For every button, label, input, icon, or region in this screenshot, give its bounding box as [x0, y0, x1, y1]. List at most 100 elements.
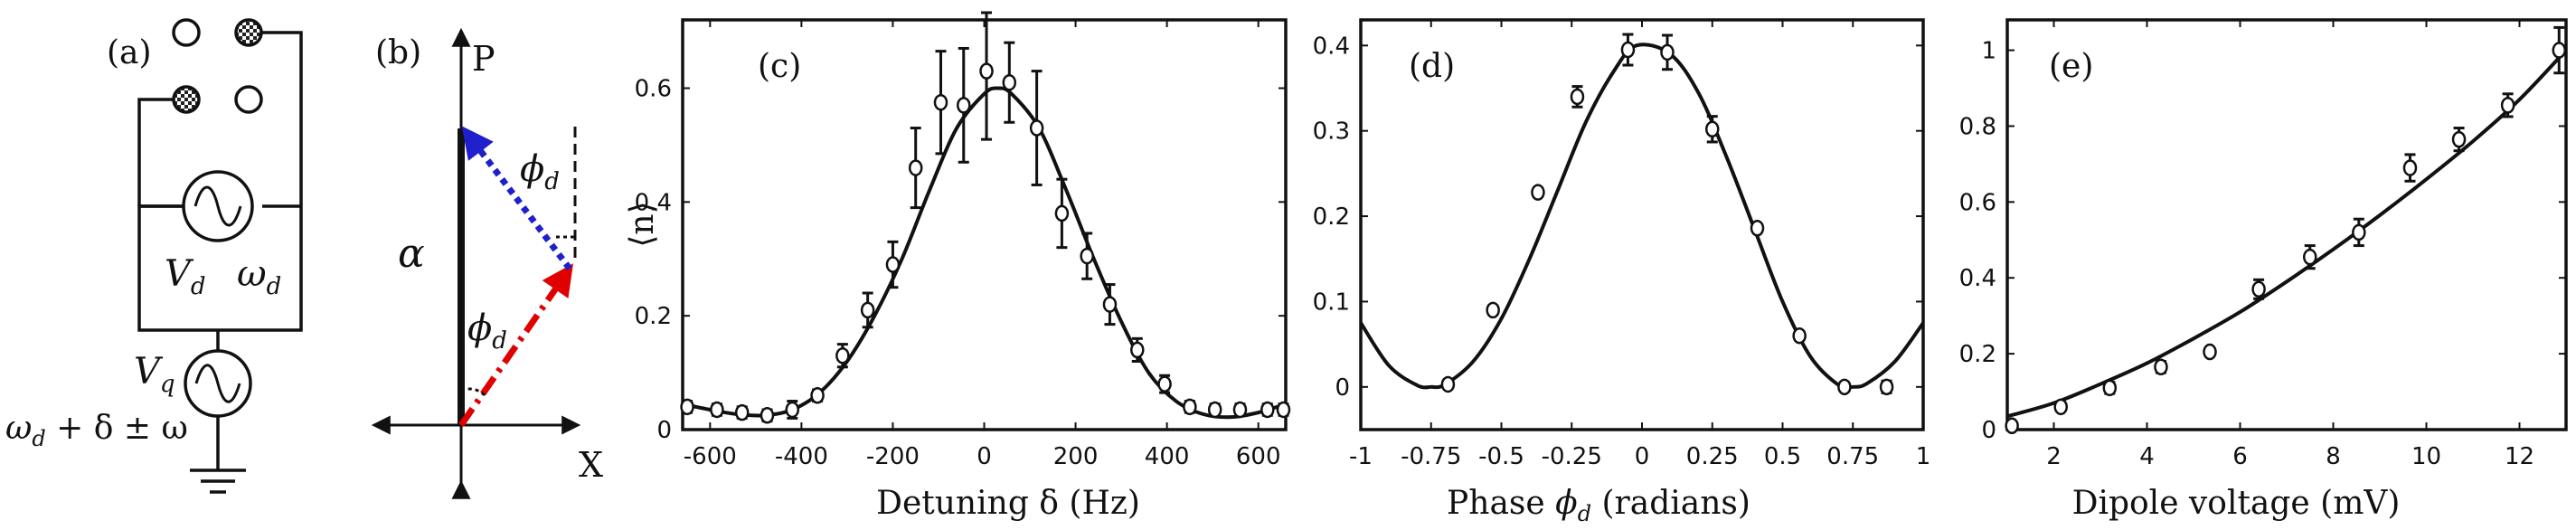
chart-c-ytick-label: 0.6: [635, 76, 672, 103]
chart-d-data-point: [1879, 378, 1894, 396]
chart-d-xtick-label: -1: [1349, 443, 1373, 470]
chart-d-data-point: [1620, 41, 1636, 59]
red-drive-vector: [458, 263, 573, 427]
chart-d-panel-label: (d): [1409, 48, 1455, 85]
chart-d-data-point: [1750, 220, 1765, 237]
chart-c-data-point: [785, 401, 800, 419]
chart-d-data-point: [1660, 43, 1675, 62]
phi-upper-label: ϕd: [520, 148, 560, 195]
chart-e-frame: [2005, 18, 2568, 431]
chart-c-data-point: [1260, 401, 1275, 419]
chart-d-fit-line: [1359, 43, 1925, 391]
chart-d-data-point: [1837, 378, 1852, 396]
chart-e-ytick-label: 0.4: [1959, 265, 1996, 292]
chart-d-xtick-label: -0.5: [1478, 443, 1524, 470]
chart-d-xtick-label: 1: [1916, 443, 1931, 470]
chart-c-data-point: [760, 407, 775, 424]
chart-d-xtick-label: -0.75: [1401, 443, 1461, 470]
chart-e-ytick-label: 1: [1981, 38, 1996, 65]
electrode-bottom-left: [172, 85, 201, 114]
chart-d-xtick-label: 0.25: [1686, 443, 1739, 470]
chart-e-data-point: [2102, 379, 2118, 397]
chart-c: -600 -400 -200 0 200 400 600 0 0.2 0.4 0.6 (c) Det…: [624, 11, 1291, 522]
chart-c-data-point: [734, 403, 750, 421]
panel-b-phasor: (b) P X α ϕd ϕd: [371, 27, 603, 499]
electrode-bottom-right: [234, 85, 263, 114]
chart-e-data-point: [2352, 223, 2366, 241]
chart-d-data-point: [1440, 375, 1456, 393]
chart-c-xtick-label: 400: [1145, 443, 1190, 470]
chart-e-data-point: [2500, 97, 2515, 114]
chart-d-xtick-label: 0: [1635, 443, 1650, 470]
sine-wave-icon: [193, 185, 242, 227]
chart-c-data-point: [835, 346, 850, 364]
chart-d-xtick-label: 0.5: [1764, 443, 1801, 470]
chart-c-xtick-label: -400: [775, 443, 828, 470]
electrode-top-left: [172, 18, 201, 47]
chart-c-data-point: [957, 97, 971, 114]
chart-e-panel-label: (e): [2049, 48, 2093, 85]
chart-c-ylabel: ⟨n⟩: [624, 201, 661, 247]
chart-e-ytick-label: 0.2: [1959, 341, 1996, 368]
chart-e-xtick-label: 10: [2411, 443, 2441, 470]
chart-e-xtick-label: 4: [2139, 443, 2155, 470]
chart-e-data-point: [2402, 159, 2418, 176]
chart-c-data-point: [1276, 401, 1291, 419]
chart-c-data-point: [1157, 375, 1172, 393]
chart-e-ytick-label: 0.6: [1959, 189, 1996, 216]
chart-e-data-point: [2005, 417, 2019, 435]
chart-d-ytick-label: 0: [1335, 374, 1350, 402]
chart-c-ytick-label: 0.4: [635, 189, 672, 216]
p-axis-label: P: [472, 39, 495, 79]
chart-c-data-point: [1232, 401, 1248, 419]
chart-d-ytick-label: 0.3: [1313, 118, 1350, 146]
chart-c-data-point: [1183, 398, 1197, 416]
chart-d-ytick-label: 0.2: [1313, 203, 1350, 231]
chart-c-data-point: [860, 301, 875, 319]
chart-c-data-point: [1080, 247, 1094, 265]
sine-wave-icon: [194, 364, 241, 403]
chart-e-ytick-label: 0.8: [1959, 113, 1996, 140]
chart-e-ytick-label: 0: [1981, 417, 1996, 444]
chart-e-xtick-label: 8: [2326, 443, 2341, 470]
chart-c-data-point: [885, 256, 901, 273]
chart-e-fit-line: [2006, 49, 2568, 419]
chart-e-data-point: [2154, 358, 2168, 376]
chart-e-data-point: [2303, 248, 2317, 266]
chart-d-data-point: [1486, 301, 1500, 319]
chart-d: -1 -0.75 -0.5 -0.25 0 0.25 0.5 0.75 1 0 0.1 0.2 0.3 0…: [1313, 18, 1931, 526]
chart-e-data-point: [2451, 130, 2467, 148]
chart-d-ytick-label: 0.4: [1313, 33, 1350, 60]
chart-c-data-point: [908, 159, 923, 176]
electrode-top-right: [234, 18, 263, 47]
chart-d-xtick-label: -0.25: [1542, 443, 1602, 470]
chart-e-data-point: [2203, 343, 2217, 361]
lower-angle-arc: [460, 387, 487, 398]
chart-c-xtick-label: 0: [977, 443, 992, 470]
chart-e-xtick-label: 12: [2505, 443, 2534, 470]
alpha-label: α: [398, 231, 425, 277]
chart-c-xtick-label: -200: [866, 443, 920, 470]
chart-d-plot-area: -1 -0.75 -0.5 -0.25 0 0.25 0.5 0.75 1 0 0.1 0.2 0.3 0…: [1313, 18, 1931, 470]
chart-c-xlabel: Detuning δ (Hz): [876, 485, 1140, 522]
x-axis-label: X: [579, 445, 603, 485]
chart-c-data-point: [1054, 204, 1070, 222]
chart-e-plot-area: 2 4 6 8 10 12 0 0.2 0.4 0.6 0.8 1: [1959, 18, 2568, 470]
chart-c-fit-line: [682, 86, 1287, 420]
chart-c-data-point: [680, 398, 694, 416]
chart-c-data-point: [1029, 119, 1044, 137]
chart-c-ytick-label: 0: [656, 417, 672, 444]
chart-d-data-point: [1531, 184, 1545, 201]
chart-c-xtick-label: 600: [1236, 443, 1281, 470]
chart-c-data-point: [1102, 296, 1118, 313]
chart-d-xtick-label: 0.75: [1826, 443, 1879, 470]
chart-c-panel-label: (c): [758, 48, 801, 85]
chart-c-xtick-label: -600: [684, 443, 737, 470]
chart-c-plot-area: -600 -400 -200 0 200 400 600 0 0.2 0.4 0.6: [635, 11, 1291, 470]
chart-e-data-point: [2552, 42, 2567, 59]
chart-e-xtick-label: 6: [2232, 443, 2248, 470]
chart-e-xlabel: Dipole voltage (mV): [2072, 485, 2401, 522]
chart-e-data-point: [2053, 398, 2068, 416]
chart-c-data-point: [933, 93, 948, 111]
blue-displacement-vector: [461, 126, 572, 271]
